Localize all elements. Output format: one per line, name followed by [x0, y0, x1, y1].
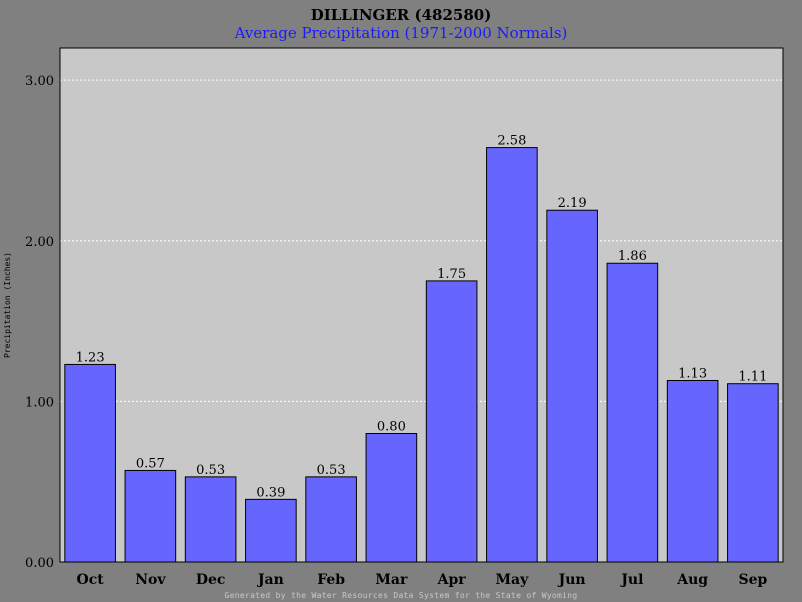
y-tick-label: 1.00	[25, 395, 54, 410]
plot-area	[60, 48, 783, 562]
y-tick-label: 2.00	[25, 235, 54, 250]
data-label: 0.39	[256, 485, 285, 500]
data-label: 1.23	[76, 350, 105, 365]
x-tick-label: Nov	[135, 572, 166, 588]
bar	[606, 262, 659, 563]
data-label: 0.57	[136, 456, 165, 471]
bar	[666, 379, 719, 563]
plot-border	[59, 47, 784, 563]
x-tick-label: May	[496, 572, 530, 588]
data-label: 1.86	[618, 249, 647, 264]
bar	[64, 363, 116, 563]
y-tick-label: 0.00	[25, 556, 54, 571]
chart-title: DILLINGER (482580)	[310, 6, 492, 24]
data-label: 0.53	[317, 463, 346, 478]
data-label: 2.19	[558, 196, 587, 211]
x-tick-label: Jul	[619, 572, 643, 588]
bar	[245, 498, 297, 563]
x-tick-label: Oct	[77, 572, 105, 588]
data-label: 0.80	[377, 420, 406, 435]
data-label: 0.53	[196, 463, 225, 478]
data-label: 1.13	[678, 366, 707, 381]
data-label: 1.75	[437, 267, 466, 282]
x-tick-label: Feb	[317, 572, 345, 588]
x-tick-label: Aug	[676, 572, 708, 588]
bar	[365, 433, 418, 563]
x-tick-label: Sep	[738, 572, 767, 588]
x-tick-label: Jan	[256, 572, 284, 588]
x-tick-label: Mar	[375, 572, 408, 588]
data-label: 2.58	[497, 134, 526, 149]
bar	[546, 209, 598, 563]
chart-subtitle: Average Precipitation (1971-2000 Normals…	[234, 24, 568, 42]
bar	[727, 383, 779, 563]
bar	[425, 280, 478, 563]
y-tick-label: 3.00	[25, 74, 54, 89]
x-tick-label: Apr	[437, 572, 467, 588]
x-tick-label: Dec	[196, 572, 226, 588]
footer-credit: Generated by the Water Resources Data Sy…	[224, 591, 578, 600]
y-axis-label: Precipitation (Inches)	[3, 252, 12, 358]
bar	[124, 469, 177, 563]
x-tick-label: Jun	[557, 572, 586, 588]
bar	[486, 147, 538, 563]
bar	[184, 476, 237, 563]
data-label: 1.11	[738, 370, 767, 385]
bar	[305, 476, 357, 563]
